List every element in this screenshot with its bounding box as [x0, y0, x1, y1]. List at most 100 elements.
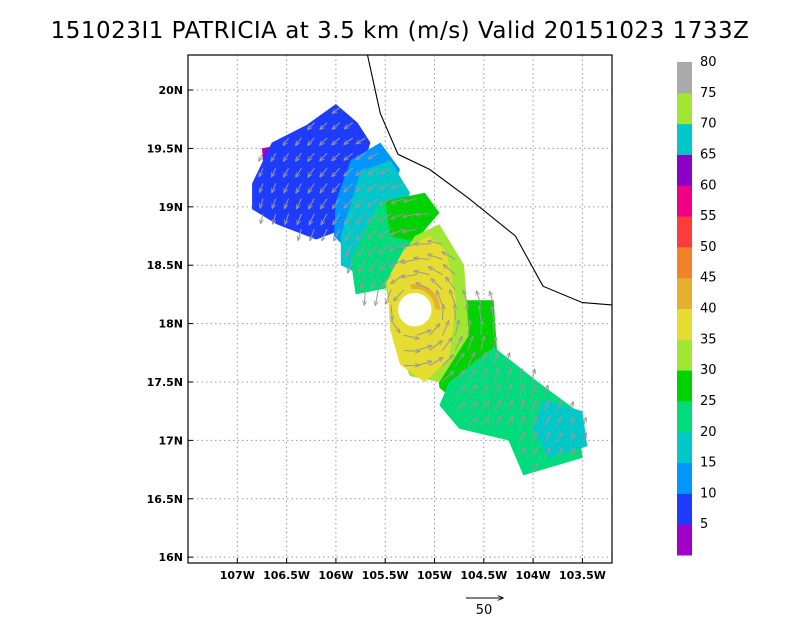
wind-vector-40 [333, 213, 341, 225]
wind-vector-35 [320, 167, 328, 177]
colorbar-segment-4 [677, 400, 692, 433]
coastline [366, 55, 612, 306]
wind-vector-149 [480, 401, 489, 412]
wind-vector-17 [297, 213, 302, 225]
coastline-line [366, 55, 612, 306]
y-tick-label-1: 16.5N [147, 493, 183, 506]
wind-vector-27 [308, 167, 315, 177]
band-cyan-south [533, 399, 588, 458]
wind-vector-11 [284, 198, 290, 209]
wind-vector-120 [442, 338, 452, 351]
wind-vector-179 [531, 432, 537, 442]
chart-title: 151023I1 PATRICIA at 3.5 km (m/s) Valid … [50, 18, 750, 44]
wind-vector-7 [272, 183, 277, 192]
wind-vector-123 [437, 291, 443, 306]
wind-vector-50 [345, 228, 354, 240]
wind-vector-162 [494, 337, 496, 351]
wind-vector-107 [402, 228, 417, 232]
wind-vector-121 [441, 321, 448, 336]
wind-vector-8 [271, 168, 277, 177]
wind-vector-79 [390, 319, 400, 333]
grid-lines [188, 55, 612, 563]
wind-vector-3 [259, 168, 264, 176]
wind-vector-54 [344, 167, 354, 176]
wind-vector-51 [344, 213, 354, 224]
wind-vector-112 [429, 324, 440, 336]
wind-vector-103 [416, 330, 431, 336]
wind-vector-13 [284, 168, 290, 177]
wind-vector-167 [506, 401, 512, 412]
wind-vector-191 [557, 417, 562, 427]
x-tick-label-0: 107W [220, 569, 255, 582]
colorbar-label-7: 40 [700, 302, 717, 317]
wind-vector-198 [583, 418, 586, 427]
wind-vector-99 [391, 198, 405, 204]
wind-vector-122 [442, 305, 443, 321]
colorbar-segment-13 [677, 123, 692, 155]
wind-vector-166 [506, 416, 512, 427]
vector-legend: 50 [466, 598, 503, 618]
wind-vector-30 [308, 122, 315, 130]
plot-frame [187, 54, 613, 564]
wind-vector-148 [480, 417, 489, 427]
y-tick-label-6: 19N [158, 201, 183, 214]
wind-vector-185 [544, 432, 550, 442]
wind-vector-124 [431, 279, 443, 291]
wind-vector-153 [480, 336, 484, 351]
colorbar-label-15: 80 [700, 55, 717, 70]
wind-vector-100 [392, 182, 405, 187]
colorbar-segment-5 [677, 370, 692, 402]
wind-vector-128 [454, 403, 465, 412]
colorbar-segment-12 [677, 154, 692, 186]
y-tick-label-2: 17N [158, 434, 183, 447]
wind-vector-172 [518, 432, 525, 442]
wind-vector-194 [570, 433, 574, 442]
wind-vector-187 [544, 401, 549, 412]
wind-vector-173 [518, 416, 525, 427]
wind-vector-157 [493, 417, 501, 427]
wind-vector-181 [531, 401, 536, 412]
wind-vector-136 [446, 277, 456, 291]
wind-vector-46 [332, 122, 341, 129]
colorbar-segment-2 [677, 462, 692, 494]
wind-vector-24 [309, 213, 315, 225]
x-tick-label-6: 104W [516, 569, 551, 582]
wind-speed-field [252, 104, 588, 476]
colorbar-label-9: 50 [700, 240, 717, 255]
wind-vector-184 [544, 448, 550, 457]
colorbar-segment-7 [677, 308, 692, 340]
wind-vector-139 [467, 418, 477, 427]
wind-vector-39 [334, 228, 341, 241]
wind-vector-52 [344, 198, 354, 208]
wind-vector-155 [479, 305, 481, 321]
wind-vector-69 [375, 289, 379, 306]
wind-vector-98 [391, 213, 405, 219]
wind-vector-195 [571, 417, 574, 427]
wind-vector-0 [260, 213, 262, 224]
wind-vector-132 [454, 337, 462, 351]
wind-vector-165 [490, 291, 495, 306]
wind-vector-130 [454, 370, 465, 382]
wind-vector-154 [481, 321, 482, 336]
colorbar-label-12: 65 [700, 147, 717, 162]
wind-vector-177 [531, 464, 538, 473]
wind-vector-111 [429, 341, 443, 351]
wind-vector-57 [344, 122, 353, 129]
x-tick-label-1: 106.5W [263, 569, 310, 582]
wind-vector-151 [480, 369, 488, 382]
wind-vectors [259, 107, 587, 473]
wind-vector-60 [359, 259, 366, 272]
wind-vector-129 [454, 386, 465, 397]
wind-vector-62 [356, 228, 366, 240]
wind-vector-143 [467, 353, 475, 366]
wind-vector-48 [348, 259, 354, 273]
wind-vector-170 [506, 353, 509, 366]
wind-vector-75 [367, 198, 379, 207]
wind-vector-70 [372, 274, 379, 289]
wind-vector-152 [480, 352, 486, 366]
wind-vector-2 [260, 183, 264, 192]
wind-vector-133 [454, 320, 459, 336]
wind-vector-174 [518, 401, 524, 412]
storm-eye [398, 292, 432, 327]
